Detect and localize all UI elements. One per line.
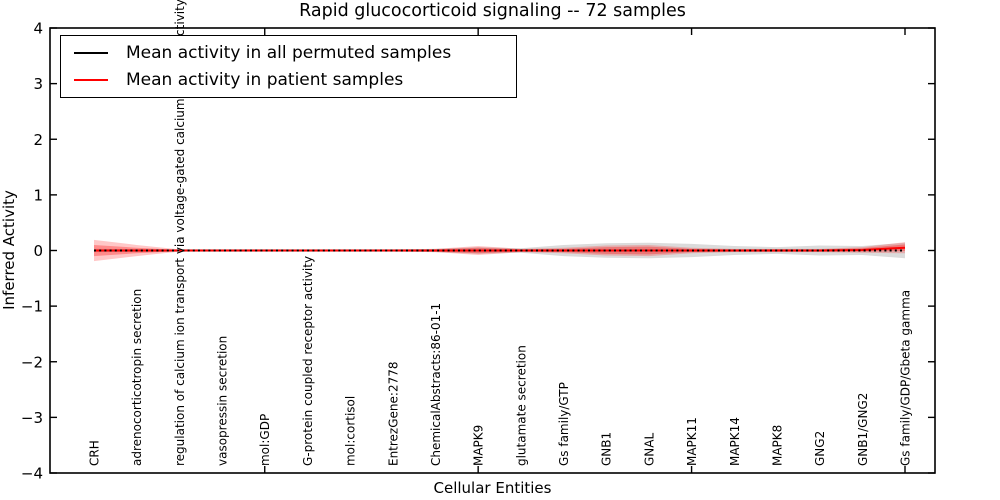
patient-line-sample-icon <box>74 79 108 81</box>
x-tick-label: EntrezGene:2778 <box>386 362 400 467</box>
x-tick-label: MAPK8 <box>770 425 784 466</box>
legend-label: Mean activity in all permuted samples <box>126 43 452 63</box>
y-tick-label: 3 <box>33 75 43 93</box>
x-tick-label: MAPK9 <box>472 425 486 466</box>
y-tick-label: 4 <box>33 20 43 38</box>
x-tick-label: GNB1 <box>600 432 614 466</box>
x-tick-label: vasopressin secretion <box>216 336 230 466</box>
x-tick-label: GNG2 <box>813 431 827 466</box>
legend-item-patient: Mean activity in patient samples <box>74 70 516 90</box>
x-tick-label: ChemicalAbstracts:86-01-1 <box>429 303 443 466</box>
y-tick-label: −3 <box>21 409 43 427</box>
x-tick-label: regulation of calcium ion transport via … <box>173 0 187 466</box>
y-tick-label: 1 <box>33 186 43 204</box>
x-tick-label: Gs family/GDP/Gbeta gamma <box>899 290 913 466</box>
y-tick-label: −4 <box>21 465 43 483</box>
chart-title: Rapid glucocorticoid signaling -- 72 sam… <box>299 1 686 21</box>
x-tick-label: MAPK11 <box>685 417 699 466</box>
x-axis-label: Cellular Entities <box>433 479 552 497</box>
permuted-line-sample-icon <box>74 52 108 54</box>
x-tick-label: adrenocorticotropin secretion <box>130 289 144 466</box>
y-tick-label: −2 <box>21 353 43 371</box>
x-tick-label: MAPK14 <box>728 417 742 466</box>
x-tick-label: mol:GDP <box>258 414 272 466</box>
patient-mean-line <box>94 246 906 252</box>
y-tick-label: 0 <box>33 242 43 260</box>
legend-item-permuted: Mean activity in all permuted samples <box>74 43 516 63</box>
x-tick-label: G-protein coupled receptor activity <box>301 256 315 466</box>
legend-label: Mean activity in patient samples <box>126 70 404 90</box>
y-tick-label: 2 <box>33 131 43 149</box>
x-tick-label: GNB1/GNG2 <box>856 393 870 466</box>
legend: Mean activity in all permuted samples Me… <box>60 35 517 98</box>
x-tick-label: CRH <box>88 440 102 466</box>
x-tick-label: GNAL <box>642 433 656 466</box>
y-axis-label: Inferred Activity <box>0 190 18 310</box>
y-tick-label: −1 <box>21 298 43 316</box>
x-tick-label: Gs family/GTP <box>557 382 571 466</box>
x-tick-label: glutamate secretion <box>514 345 528 466</box>
x-tick-label: mol:cortisol <box>344 396 358 466</box>
